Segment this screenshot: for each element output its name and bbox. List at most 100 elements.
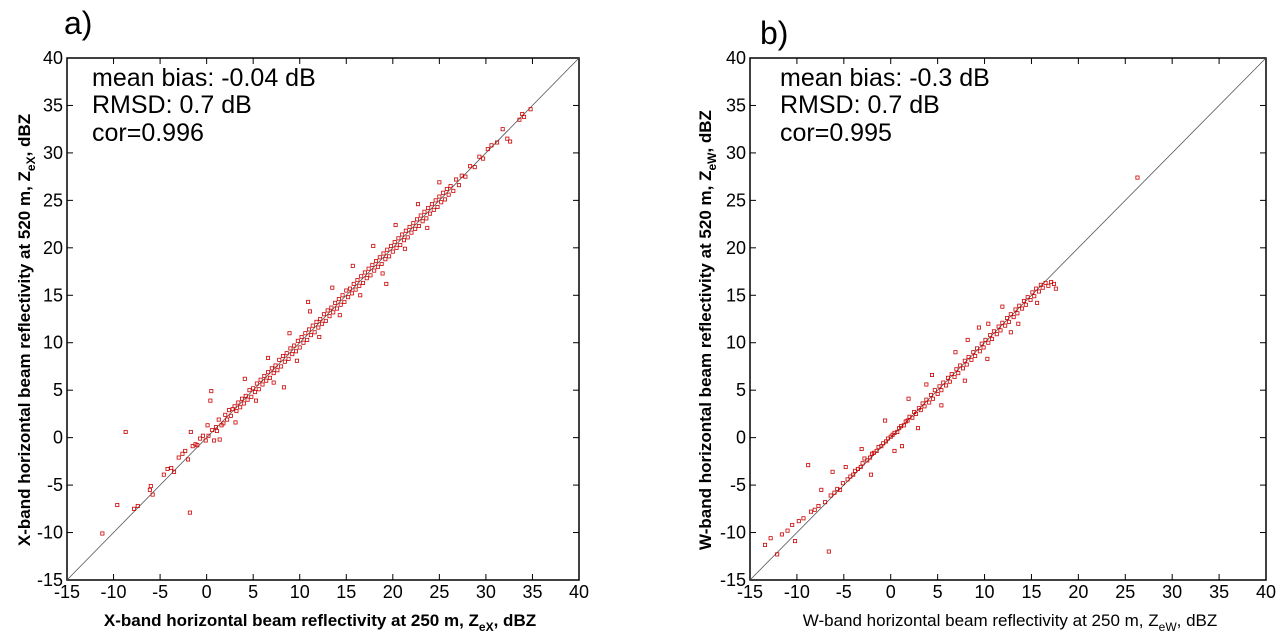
panel-b-data-point [1011, 315, 1016, 320]
panel-b-data-point [1051, 281, 1056, 286]
panel-b-data-point [779, 532, 784, 537]
panel-b-x-tick-label: 20 [1068, 582, 1088, 602]
panel-b-label: b) [760, 15, 788, 51]
panel-a-data-point [375, 264, 380, 269]
panel-a-data-point [258, 377, 263, 382]
panel-a-data-point [312, 330, 317, 335]
panel-a-data-point [347, 286, 352, 291]
panel-a-data-point [387, 254, 392, 259]
panel-a-data-point [147, 487, 152, 492]
panel-a-data-point [381, 251, 386, 256]
panel-a-data-point [267, 375, 272, 380]
panel-b-data-point [785, 528, 790, 533]
panel-a-data-point [306, 299, 311, 304]
panel-a-data-point [316, 325, 321, 330]
panel-b-data-point [899, 444, 904, 449]
panel-a-data-point [253, 390, 258, 395]
panel-a-x-tick-label: 15 [336, 582, 356, 602]
panel-a-data-point [517, 117, 522, 122]
panel-a-data-point [281, 385, 286, 390]
panel-a-data-point [287, 331, 292, 336]
panel-b-data-point [816, 503, 821, 508]
panel-b-data-point [1006, 319, 1011, 324]
panel-b-y-tick-label: 25 [726, 190, 746, 210]
panel-b-data-point [1030, 290, 1035, 295]
panel-a-data-point [411, 221, 416, 226]
panel-a-data-point [277, 357, 282, 362]
panel-a-data-point [477, 154, 482, 159]
panel-a-data-point [150, 492, 155, 497]
panel-b-stat-mean-bias: mean bias: -0.3 dB [780, 64, 990, 92]
panel-a-data-point [238, 405, 243, 410]
panel-a-data-point [256, 387, 261, 392]
panel-b-y-tick-label: 15 [726, 285, 746, 305]
panel-b-data-point [1035, 300, 1040, 305]
panel-b-data-point [941, 380, 946, 385]
panel-a-data-point [437, 194, 442, 199]
panel-a-data-point [405, 235, 410, 240]
panel-a-data-point [195, 443, 200, 448]
panel-a-data-point [364, 276, 369, 281]
panel-a-data-point [372, 268, 377, 273]
panel-a-data-point [425, 225, 430, 230]
panel-a-data-point [385, 247, 390, 252]
panel-a-data-point [340, 293, 345, 298]
panel-b-data-point [1000, 320, 1005, 325]
panel-b-data-point [812, 507, 817, 512]
panel-a-data-point [135, 503, 140, 508]
panel-a-data-point [266, 355, 271, 360]
panel-b-data-point [975, 346, 980, 351]
panel-a-data-point [212, 438, 217, 443]
panel-a-data-point [294, 358, 299, 363]
panel-b-data-point [949, 372, 954, 377]
panel-a-data-point [439, 200, 444, 205]
panel-a-data-point [448, 184, 453, 189]
panel-a-y-tick-label: 0 [53, 428, 63, 448]
panel-a-y-tick-label: 10 [43, 333, 63, 353]
panel-a-data-point [407, 224, 412, 229]
panel-a-data-point [338, 302, 343, 307]
panel-a-data-point [213, 425, 218, 430]
panel-b-data-point [796, 519, 801, 524]
panel-b: b) -15 -10 -5 0 5 10 15 20 25 30 35 40 -15 -10 -5 0 5 10 1… [696, 15, 1276, 633]
panel-b-data-point [930, 396, 935, 401]
panel-b-data-point [945, 375, 950, 380]
panel-b-data-point [869, 472, 874, 477]
panel-a-data-point [236, 400, 241, 405]
panel-a-data-point [396, 236, 401, 241]
panel-a-data-point [216, 417, 221, 422]
panel-a-data-point [233, 420, 238, 425]
panel-a-data-point [485, 147, 490, 152]
panel-a-data-point [271, 380, 276, 385]
panel-a-data-point [292, 343, 297, 348]
panel-a-data-point [394, 245, 399, 250]
panel-a-data-point [217, 437, 222, 442]
panel-a-data-point [379, 261, 384, 266]
panel-a-data-point [318, 316, 323, 321]
panel-a-data-point [489, 143, 494, 148]
panel-b-data-point [1015, 311, 1020, 316]
panel-b-data-point [929, 392, 934, 397]
panel-a-data-point [435, 205, 440, 210]
panel-a-data-point [183, 448, 188, 453]
panel-a-data-point [323, 318, 328, 323]
panel-b-data-point [901, 423, 906, 428]
panel-a-data-point [456, 183, 461, 188]
panel-b-data-point [763, 542, 768, 547]
panel-a-data-point [273, 363, 278, 368]
panel-b-data-point [775, 552, 780, 557]
panel-b-data-point [828, 493, 833, 498]
panel-a-data-point [210, 428, 215, 433]
panel-a-data-point [409, 230, 414, 235]
panel-b-data-point [832, 490, 837, 495]
panel-b-data-point [983, 337, 988, 342]
panel-a-data-point [459, 173, 464, 178]
panel-b-x-tick-label: 35 [1209, 582, 1229, 602]
panel-a-data-point [294, 349, 299, 354]
panel-b-data-point [937, 384, 942, 389]
panel-a-x-tick-label: -10 [101, 582, 127, 602]
panel-b-data-point [1046, 283, 1051, 288]
panel-b-data-point [1008, 312, 1013, 317]
panel-a-data-point [303, 331, 308, 336]
panel-a-y-tick-label: 40 [43, 48, 63, 68]
